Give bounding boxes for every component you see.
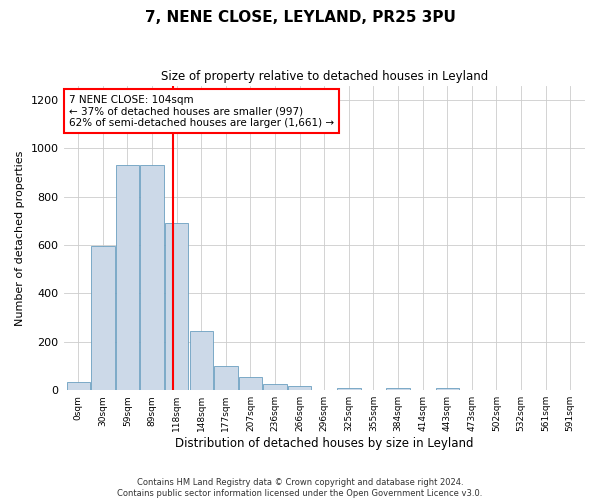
Bar [91,246,115,390]
Text: Contains HM Land Registry data © Crown copyright and database right 2024.
Contai: Contains HM Land Registry data © Crown c… [118,478,482,498]
Bar [165,224,188,390]
Bar [140,166,164,390]
Bar [67,382,90,390]
Bar [190,331,213,390]
Bar [288,386,311,390]
Bar [214,366,238,390]
Y-axis label: Number of detached properties: Number of detached properties [15,150,25,326]
Text: 7 NENE CLOSE: 104sqm
← 37% of detached houses are smaller (997)
62% of semi-deta: 7 NENE CLOSE: 104sqm ← 37% of detached h… [69,94,334,128]
Bar [436,388,459,390]
Bar [116,166,139,390]
X-axis label: Distribution of detached houses by size in Leyland: Distribution of detached houses by size … [175,437,473,450]
Bar [263,384,287,390]
Bar [337,388,361,390]
Title: Size of property relative to detached houses in Leyland: Size of property relative to detached ho… [161,70,488,83]
Text: 7, NENE CLOSE, LEYLAND, PR25 3PU: 7, NENE CLOSE, LEYLAND, PR25 3PU [145,10,455,25]
Bar [386,388,410,390]
Bar [239,377,262,390]
